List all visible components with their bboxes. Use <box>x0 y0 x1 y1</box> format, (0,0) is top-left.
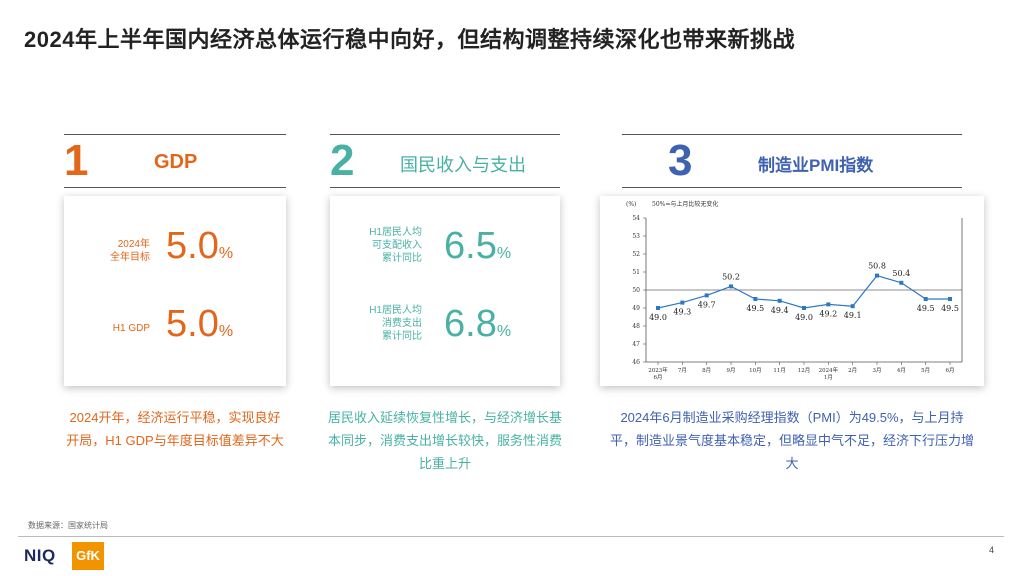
x-tick-label: 12月 <box>798 367 811 374</box>
data-point <box>899 280 904 285</box>
metric-label: H1居民人均 可支配收入 累计同比 <box>369 227 422 264</box>
y-tick-label: 47 <box>632 341 640 348</box>
data-point <box>753 297 758 301</box>
section-number: 2 <box>330 136 355 185</box>
data-point <box>680 300 685 305</box>
section-heading: 国民收入与支出 <box>400 155 526 175</box>
x-tick-label: 4月 <box>897 367 906 374</box>
metric-label: 2024年 全年目标 <box>110 239 150 263</box>
data-point <box>875 273 879 278</box>
x-tick-label: 7月 <box>678 367 687 374</box>
x-tick-label: 2024年 1月 <box>819 366 839 381</box>
income-card: H1居民人均 可支配收入 累计同比 6.5% H1居民人均 消费支出 累计同比 … <box>330 196 560 386</box>
y-tick-label: 46 <box>632 359 640 366</box>
section-number: 3 <box>668 136 693 185</box>
section-heading: GDP <box>154 151 198 173</box>
x-tick-label: 5月 <box>921 367 930 374</box>
page-number: 4 <box>988 545 994 555</box>
data-point <box>777 298 782 303</box>
pmi-summary: 2024年6月制造业采购经理指数（PMI）为49.5%，与上月持平，制造业景气度… <box>610 410 975 471</box>
chart-title: 50%=与上月比较无变化 <box>652 200 718 208</box>
data-label: 50.4 <box>892 269 910 278</box>
x-tick-label: 10月 <box>749 367 762 374</box>
footer-divider <box>18 536 1004 537</box>
data-label: 49.5 <box>941 304 959 313</box>
section-pmi: 3 制造业PMI指数 <box>600 134 984 188</box>
gdp-card: 2024年 全年目标 5.0% H1 GDP 5.0% <box>64 196 286 386</box>
metric-label: H1居民人均 消费支出 累计同比 <box>369 305 422 342</box>
metric-value: 6.5% <box>444 225 512 267</box>
chart-ylabel: (%) <box>626 201 636 208</box>
data-label: 50.2 <box>722 272 740 281</box>
x-tick-label: 8月 <box>702 367 711 374</box>
metric-value: 5.0% <box>166 225 234 267</box>
data-point <box>656 306 660 310</box>
section-gdp: 1 GDP <box>64 134 286 188</box>
section-header: 3 制造业PMI指数 <box>622 134 962 188</box>
data-label: 49.3 <box>673 308 691 317</box>
y-tick-label: 53 <box>632 233 640 240</box>
niq-logo: NIQ <box>24 546 56 565</box>
x-tick-label: 2月 <box>848 367 857 374</box>
metric-value: 6.8% <box>444 303 512 345</box>
y-tick-label: 48 <box>632 323 640 330</box>
pmi-chart-card: (%) 50%=与上月比较无变化 46 47 48 49 50 51 52 53 54 2023年… <box>600 196 984 386</box>
y-tick-label: 49 <box>632 305 640 312</box>
metric-unit: % <box>496 245 512 262</box>
data-label: 49.4 <box>771 306 789 315</box>
y-tick-label: 51 <box>632 269 640 276</box>
data-point <box>850 304 855 309</box>
y-tick-label: 54 <box>632 215 640 222</box>
data-label: 49.1 <box>844 311 862 320</box>
metric-label: H1 GDP <box>112 323 150 334</box>
data-point <box>948 297 952 301</box>
gdp-summary: 2024开年，经济运行平稳，实现良好开局，H1 GDP与年度目标值差异不大 <box>66 410 284 448</box>
y-tick-label: 52 <box>632 251 640 258</box>
income-summary: 居民收入延续恢复性增长，与经济增长基本同步，消费支出增长较快，服务性消费比重上升 <box>327 410 562 471</box>
pmi-line-chart: (%) 50%=与上月比较无变化 46 47 48 49 50 51 52 53 54 2023年… <box>626 200 963 381</box>
data-point <box>704 293 709 298</box>
data-label: 49.0 <box>795 313 813 322</box>
data-point <box>802 306 806 310</box>
y-tick-label: 50 <box>632 287 640 294</box>
x-tick-label: 3月 <box>873 367 882 374</box>
data-label: 49.0 <box>649 313 667 322</box>
x-tick-label: 2023年 6月 <box>648 366 668 381</box>
data-label: 50.8 <box>868 262 886 271</box>
data-label: 49.5 <box>917 304 935 313</box>
metric-unit: % <box>218 245 234 262</box>
data-point <box>826 302 831 307</box>
data-source: 数据来源：国家统计局 <box>28 521 108 530</box>
x-tick-label: 9月 <box>727 367 736 374</box>
data-point <box>729 284 733 289</box>
section-header: 1 GDP <box>64 134 286 188</box>
section-heading: 制造业PMI指数 <box>758 156 874 175</box>
data-label: 49.2 <box>819 309 837 318</box>
page-title: 2024年上半年国内经济总体运行稳中向好，但结构调整持续深化也带来新挑战 <box>24 27 795 52</box>
data-label: 49.7 <box>698 300 716 309</box>
section-number: 1 <box>64 136 89 185</box>
metric-value: 5.0% <box>166 303 234 345</box>
section-income-expenditure: 2 国民收入与支出 <box>330 134 560 188</box>
x-tick-label: 11月 <box>773 367 786 374</box>
metric-unit: % <box>218 323 234 340</box>
section-header: 2 国民收入与支出 <box>330 134 560 188</box>
data-point <box>923 297 928 301</box>
data-label: 49.5 <box>746 304 764 313</box>
gfk-logo: GfK <box>72 542 104 570</box>
x-tick-label: 6月 <box>946 367 955 374</box>
metric-unit: % <box>496 323 512 340</box>
